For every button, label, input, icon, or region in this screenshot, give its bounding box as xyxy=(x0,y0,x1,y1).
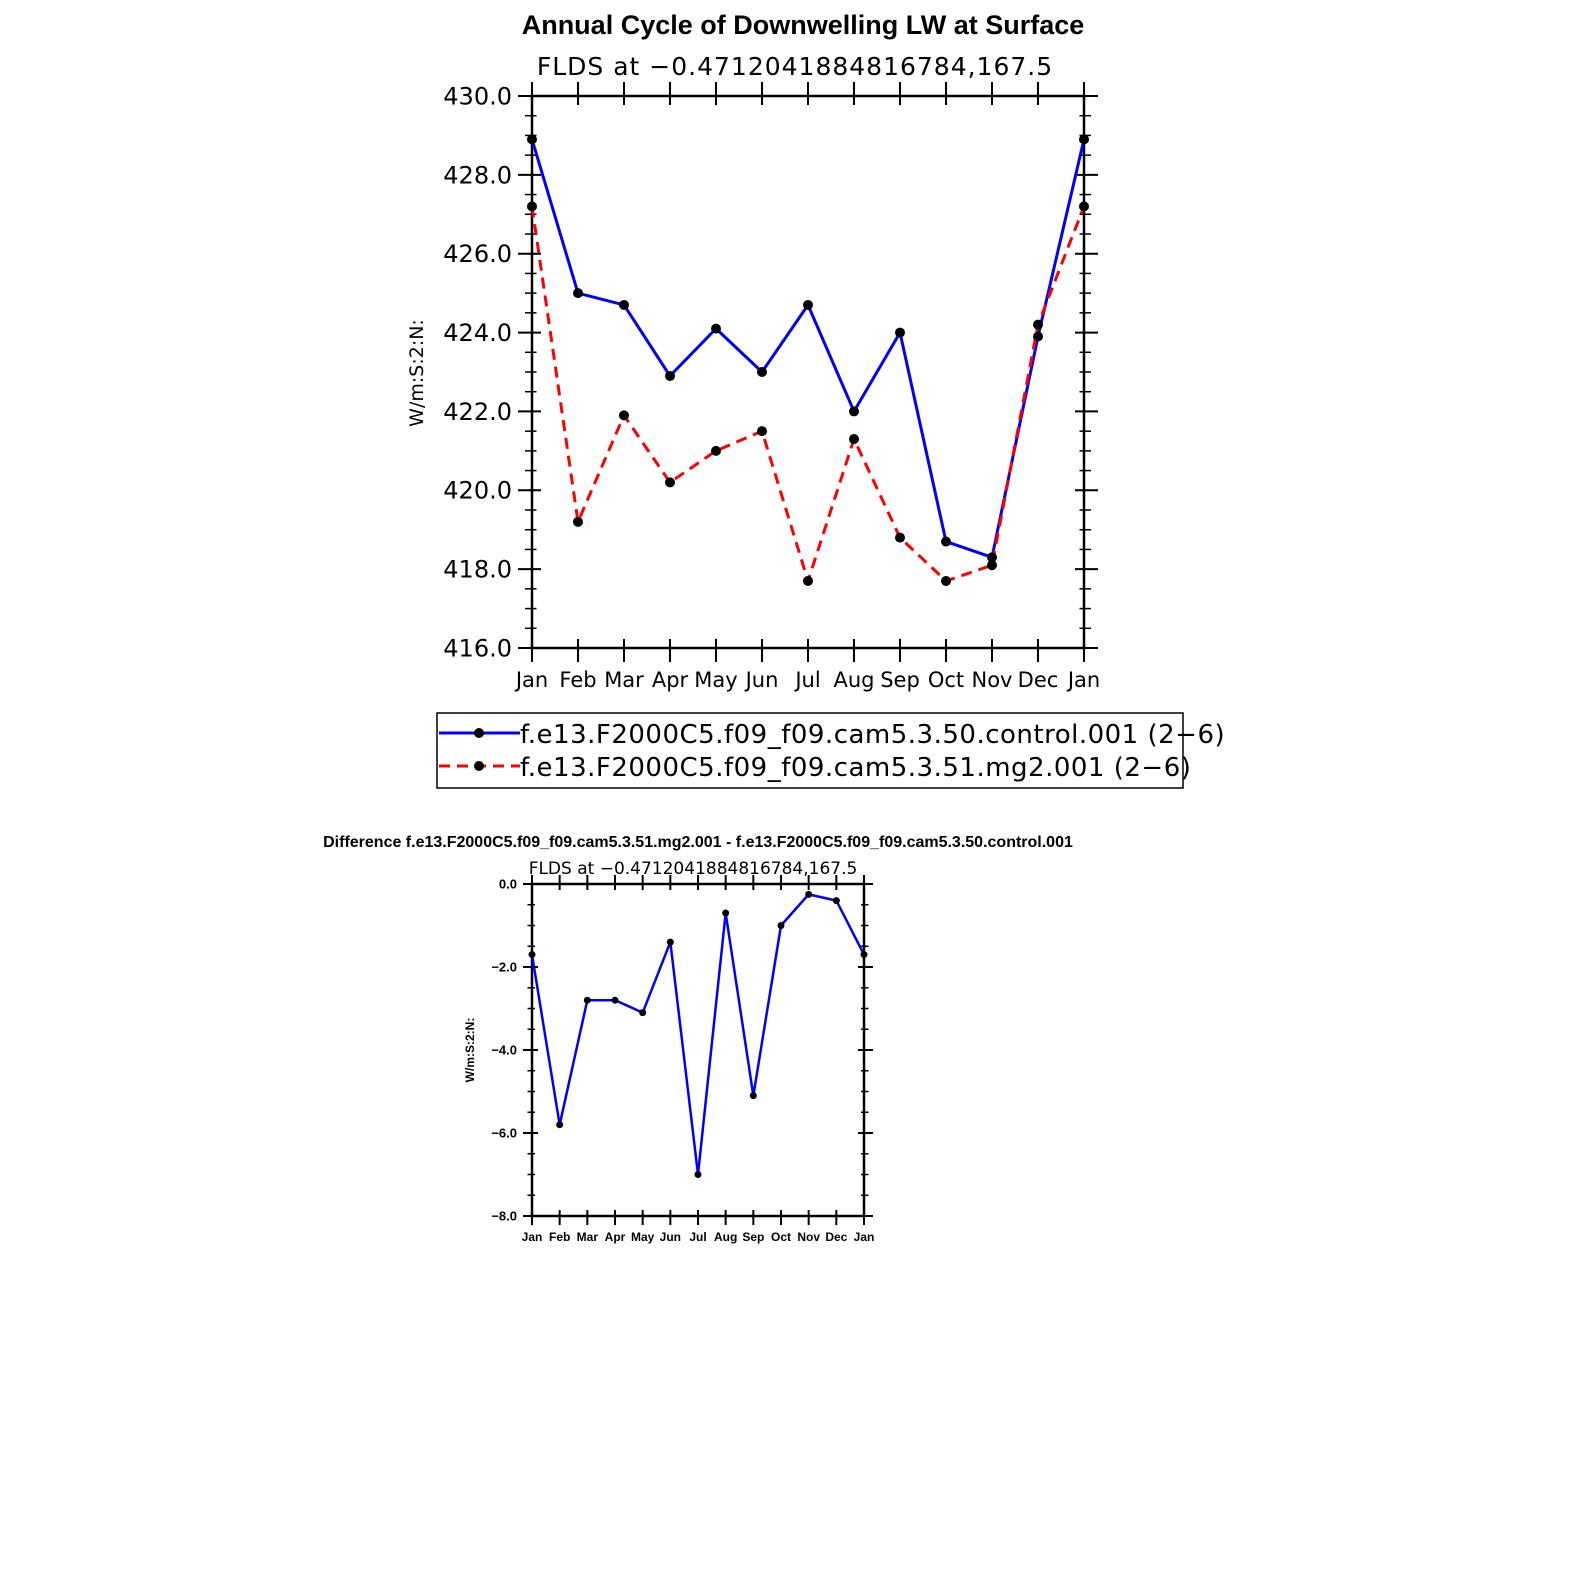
chart2-xtick-label: Oct xyxy=(771,1230,791,1244)
chart2-xtick-label: Jan xyxy=(522,1230,543,1244)
chart2-xtick-label: Jan xyxy=(854,1230,875,1244)
chart1-xtick-label: Jan xyxy=(514,668,548,692)
chart2-xtick-label: Nov xyxy=(797,1230,820,1244)
legend-label-mg2: f.e13.F2000C5.f09_f09.cam5.3.51.mg2.001 … xyxy=(520,753,1191,783)
chart1-series-1-point xyxy=(757,426,767,437)
legend-box xyxy=(436,712,1184,789)
chart1-series-1-point xyxy=(711,445,721,456)
chart2-ytick-label: −4.0 xyxy=(491,1043,517,1058)
chart2-xtick-label: Feb xyxy=(549,1230,570,1244)
chart1-ytick-label: 416.0 xyxy=(443,634,512,662)
chart1-series-0-point xyxy=(895,327,905,338)
chart2-series-0-point xyxy=(860,951,868,959)
chart2-ytick-label: 0.0 xyxy=(499,877,517,892)
chart1-series-0-point xyxy=(1079,134,1089,145)
chart2-series-line-0 xyxy=(530,893,866,1176)
chart2-series-0-point xyxy=(556,1121,564,1129)
chart1-ytick-label: 420.0 xyxy=(443,477,512,505)
chart1-legend: f.e13.F2000C5.f09_f09.cam5.3.50.control.… xyxy=(436,712,1225,789)
chart2-series-0-point xyxy=(528,951,536,959)
chart1-series-0-point xyxy=(757,367,767,377)
difference-chart: Difference f.e13.F2000C5.f09_f09.cam5.3.… xyxy=(323,834,1073,1244)
chart1-series-line-0 xyxy=(530,138,1086,559)
chart1-series-0-point xyxy=(1033,331,1043,342)
chart1-series-1-point xyxy=(619,410,629,421)
chart2-series-0-point xyxy=(694,1171,702,1178)
chart2-xtick-label: Apr xyxy=(605,1230,626,1244)
chart1-series-1-point xyxy=(1033,319,1043,330)
chart2-series-0-point xyxy=(611,996,619,1004)
chart2-xtick-label: Aug xyxy=(714,1230,737,1244)
chart1-xtick-label: Apr xyxy=(652,668,689,692)
chart1-plot-frame xyxy=(530,94,1086,650)
chart1-series-0-point xyxy=(665,370,675,381)
chart1-series-1-point xyxy=(1079,201,1089,212)
legend-marker-control xyxy=(474,728,484,738)
chart1-series-1-point xyxy=(665,477,675,488)
chart1-series-1-point xyxy=(849,434,859,445)
chart1-xtick-label: Dec xyxy=(1018,668,1059,692)
legend-label-control: f.e13.F2000C5.f09_f09.cam5.3.50.control.… xyxy=(520,720,1225,750)
chart1-series-0-point xyxy=(849,406,859,417)
chart2-xtick-label: May xyxy=(631,1230,655,1244)
chart1-xtick-label: Nov xyxy=(972,668,1013,692)
chart2-ytick-label: −8.0 xyxy=(491,1209,517,1224)
chart1-xtick-label: Jan xyxy=(1066,668,1100,692)
chart1-ytick-label: 426.0 xyxy=(443,240,512,268)
chart1-series-1-point xyxy=(527,201,537,212)
chart2-ytick-label: −6.0 xyxy=(491,1126,517,1141)
chart2-series-0-point xyxy=(832,897,840,905)
chart2-series-0-point xyxy=(666,938,674,946)
chart1-series-0-point xyxy=(573,288,583,299)
chart1-series-0-point xyxy=(711,323,721,334)
chart1-series-1-point xyxy=(573,516,583,527)
chart1-series-0-point xyxy=(987,552,997,563)
chart1-xtick-label: Mar xyxy=(604,668,644,692)
chart1-series-0-point xyxy=(527,134,537,145)
chart1-title: Annual Cycle of Downwelling LW at Surfac… xyxy=(522,10,1085,40)
legend-marker-mg2 xyxy=(474,761,484,771)
chart2-xtick-label: Dec xyxy=(825,1230,847,1244)
chart2-series-0-point xyxy=(805,890,813,898)
chart1-xtick-label: Aug xyxy=(833,668,874,692)
chart1-series-1-point xyxy=(987,560,997,571)
chart1-series-1-point xyxy=(803,575,813,586)
chart1-series-0-point xyxy=(803,299,813,310)
chart2-series-0-point xyxy=(777,922,785,929)
chart1-xtick-label: May xyxy=(694,668,737,692)
chart1-xtick-label: Jun xyxy=(744,668,779,692)
chart1-xtick-label: Oct xyxy=(928,668,964,692)
chart2-xtick-label: Mar xyxy=(577,1230,599,1244)
chart1-ytick-label: 428.0 xyxy=(443,161,512,189)
chart1-series-line-1 xyxy=(530,205,1086,583)
chart1-subtitle: FLDS at −0.4712041884816784,167.5 xyxy=(537,52,1053,81)
chart1-series-1-point xyxy=(941,575,951,586)
chart2-title: Difference f.e13.F2000C5.f09_f09.cam5.3.… xyxy=(323,834,1073,851)
chart2-subtitle: FLDS at −0.4712041884816784,167.5 xyxy=(529,859,858,879)
chart1-xtick-label: Feb xyxy=(559,668,596,692)
chart2-series-0-point xyxy=(749,1092,757,1100)
chart1-series-0-point xyxy=(941,536,951,547)
chart1-ytick-label: 418.0 xyxy=(443,556,512,584)
chart1-xtick-label: Sep xyxy=(880,668,920,692)
chart2-xtick-label: Jul xyxy=(689,1230,706,1244)
chart2-xtick-label: Sep xyxy=(742,1230,764,1244)
chart2-xtick-label: Jun xyxy=(660,1230,681,1244)
chart1-series-1-point xyxy=(895,532,905,543)
chart1-series-0-point xyxy=(619,299,629,310)
chart2-series-0-point xyxy=(583,996,591,1004)
chart1-ytick-label: 422.0 xyxy=(443,398,512,426)
chart2-series-0-point xyxy=(722,909,730,917)
annual-cycle-chart: Annual Cycle of Downwelling LW at Surfac… xyxy=(406,10,1225,789)
chart2-ylabel: W/m:S:2:N: xyxy=(463,1018,477,1083)
chart2-ytick-label: −2.0 xyxy=(491,960,517,975)
chart1-xtick-label: Jul xyxy=(793,668,820,692)
chart1-ytick-label: 424.0 xyxy=(443,319,512,347)
chart2-series-0-point xyxy=(639,1009,647,1017)
chart1-ytick-label: 430.0 xyxy=(443,82,512,110)
chart1-ylabel: W/m:S:2:N: xyxy=(406,319,428,427)
